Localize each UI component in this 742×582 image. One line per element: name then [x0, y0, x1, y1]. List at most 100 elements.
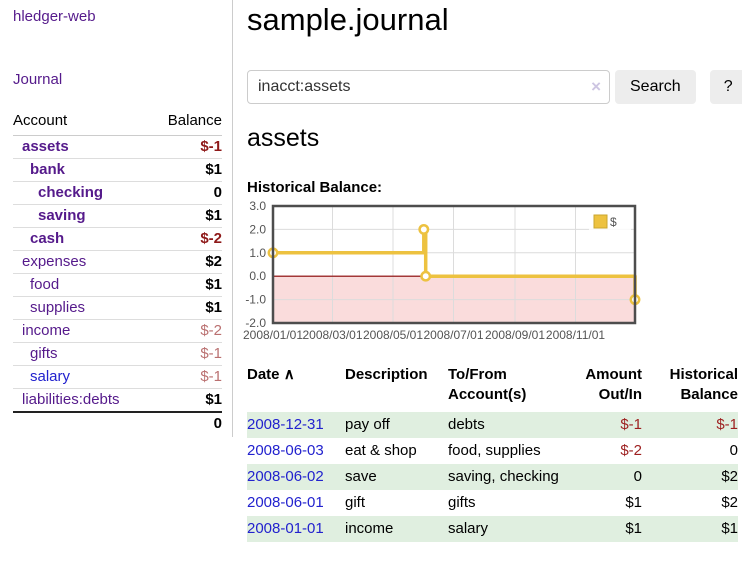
sidebar-account-link-food[interactable]: food	[30, 276, 60, 293]
account-balance: $-1	[200, 138, 222, 155]
svg-text:2008/05/01: 2008/05/01	[363, 328, 423, 342]
transaction-description: income	[345, 520, 394, 537]
svg-text:2008/11/01: 2008/11/01	[546, 328, 605, 342]
account-balance: $1	[205, 299, 222, 316]
nav-journal-link[interactable]: Journal	[13, 71, 63, 88]
account-row: expenses $2	[13, 251, 222, 274]
sort-ascending-icon: ∧	[283, 366, 295, 383]
transaction-accounts: salary	[448, 520, 489, 537]
page-title: sample.journal	[247, 2, 449, 37]
sidebar-account-link-saving[interactable]: saving	[38, 207, 86, 224]
account-heading: assets	[247, 124, 320, 152]
register-row: 2008-06-01 gift gifts $1 $2	[247, 490, 738, 516]
sidebar-account-link-assets[interactable]: assets	[22, 138, 69, 155]
accounts-total-row: 0	[13, 411, 222, 435]
column-header-amount: Amount Out/In	[585, 366, 642, 403]
svg-text:-2.0: -2.0	[245, 316, 266, 330]
sidebar-account-link-gifts[interactable]: gifts	[30, 345, 58, 362]
account-row: liabilities:debts $1	[13, 389, 222, 412]
transaction-accounts: saving, checking	[448, 468, 559, 485]
register-row: 2008-06-02 save saving, checking 0 $2	[247, 464, 738, 490]
column-header-accounts: To/From Account(s)	[448, 366, 527, 403]
sidebar-account-link-bank[interactable]: bank	[30, 161, 66, 178]
svg-text:1.0: 1.0	[249, 246, 266, 260]
account-balance: $1	[205, 161, 222, 178]
transaction-description: save	[345, 468, 377, 485]
account-row: bank $1	[13, 159, 222, 182]
svg-text:2008/01/01: 2008/01/01	[243, 328, 303, 342]
svg-text:3.0: 3.0	[249, 199, 266, 213]
account-balance: $1	[205, 207, 222, 224]
transaction-description: gift	[345, 494, 366, 511]
balance-column-header: Balance	[167, 112, 222, 129]
svg-text:2.0: 2.0	[249, 222, 266, 236]
transaction-amount: $-2	[620, 442, 642, 459]
account-row: saving $1	[13, 205, 222, 228]
transaction-balance: 0	[729, 442, 738, 459]
transaction-date-link[interactable]: 2008-06-03	[247, 442, 324, 459]
accounts-rows: assets $-1 bank $1 checking 0 saving $1 cash $-2 e…	[13, 136, 222, 412]
register-header-row: Date ∧ Description To/From Account(s) Am…	[247, 363, 738, 412]
account-row: checking 0	[13, 182, 222, 205]
search-button[interactable]: Search	[615, 70, 696, 104]
svg-text:2008/09/01: 2008/09/01	[485, 328, 545, 342]
account-balance: $1	[205, 391, 222, 408]
account-column-header: Account	[13, 112, 68, 129]
main-content: sample.journal × Search ? assets Histori…	[243, 0, 742, 582]
sidebar-account-link-salary[interactable]: salary	[30, 368, 71, 385]
clear-search-icon[interactable]: ×	[591, 77, 601, 96]
account-balance: $2	[205, 253, 222, 270]
svg-text:-1.0: -1.0	[245, 293, 266, 307]
transaction-amount: $-1	[620, 416, 642, 433]
transaction-amount: $1	[625, 520, 642, 537]
sidebar-account-link-cash[interactable]: cash	[30, 230, 65, 247]
account-row: assets $-1	[13, 136, 222, 159]
sidebar-account-link-expenses[interactable]: expenses	[22, 253, 87, 270]
sidebar-account-link-income[interactable]: income	[22, 322, 71, 339]
transaction-balance: $1	[721, 520, 738, 537]
column-header-balance: Historical Balance	[669, 366, 738, 403]
column-header-description: Description	[345, 366, 428, 383]
search-bar: × Search ?	[247, 70, 742, 104]
transaction-description: eat & shop	[345, 442, 417, 459]
transaction-date-link[interactable]: 2008-12-31	[247, 416, 324, 433]
svg-text:$: $	[610, 215, 617, 229]
account-row: gifts $-1	[13, 343, 222, 366]
transaction-date-link[interactable]: 2008-01-01	[247, 520, 324, 537]
help-button[interactable]: ?	[709, 70, 742, 104]
register-row: 2008-12-31 pay off debts $-1 $-1	[247, 412, 738, 438]
sidebar-account-link-supplies[interactable]: supplies	[30, 299, 86, 316]
account-balance: 0	[213, 184, 222, 201]
total-balance: 0	[213, 415, 222, 432]
sidebar-account-link-checking[interactable]: checking	[38, 184, 104, 201]
transaction-description: pay off	[345, 416, 390, 433]
account-balance: $-1	[200, 368, 222, 385]
transaction-date-link[interactable]: 2008-06-02	[247, 468, 324, 485]
svg-text:2008/07/01: 2008/07/01	[423, 328, 483, 342]
transaction-accounts: food, supplies	[448, 442, 541, 459]
app-brand-link[interactable]: hledger-web	[13, 8, 96, 25]
svg-text:2008/03/01: 2008/03/01	[302, 328, 362, 342]
column-header-date[interactable]: Date ∧	[247, 363, 345, 412]
sidebar: hledger-web Journal Account Balance asse…	[0, 0, 233, 437]
account-row: cash $-2	[13, 228, 222, 251]
register-table: Date ∧ Description To/From Account(s) Am…	[247, 363, 738, 542]
transaction-balance: $2	[721, 494, 738, 511]
account-balance: $-1	[200, 345, 222, 362]
register-row: 2008-06-03 eat & shop food, supplies $-2 0	[247, 438, 738, 464]
register-row: 2008-01-01 income salary $1 $1	[247, 516, 738, 542]
transaction-balance: $2	[721, 468, 738, 485]
svg-text:0.0: 0.0	[249, 269, 266, 283]
transaction-accounts: gifts	[448, 494, 476, 511]
transaction-amount: 0	[633, 468, 642, 485]
transaction-accounts: debts	[448, 416, 485, 433]
transaction-amount: $1	[625, 494, 642, 511]
transaction-date-link[interactable]: 2008-06-01	[247, 494, 324, 511]
transaction-balance: $-1	[716, 416, 738, 433]
chart-heading: Historical Balance:	[247, 179, 383, 196]
account-row: food $1	[13, 274, 222, 297]
accounts-table-header: Account Balance	[13, 108, 222, 136]
search-input[interactable]	[247, 70, 610, 104]
sidebar-account-link-liabilities-debts[interactable]: liabilities:debts	[22, 391, 120, 408]
